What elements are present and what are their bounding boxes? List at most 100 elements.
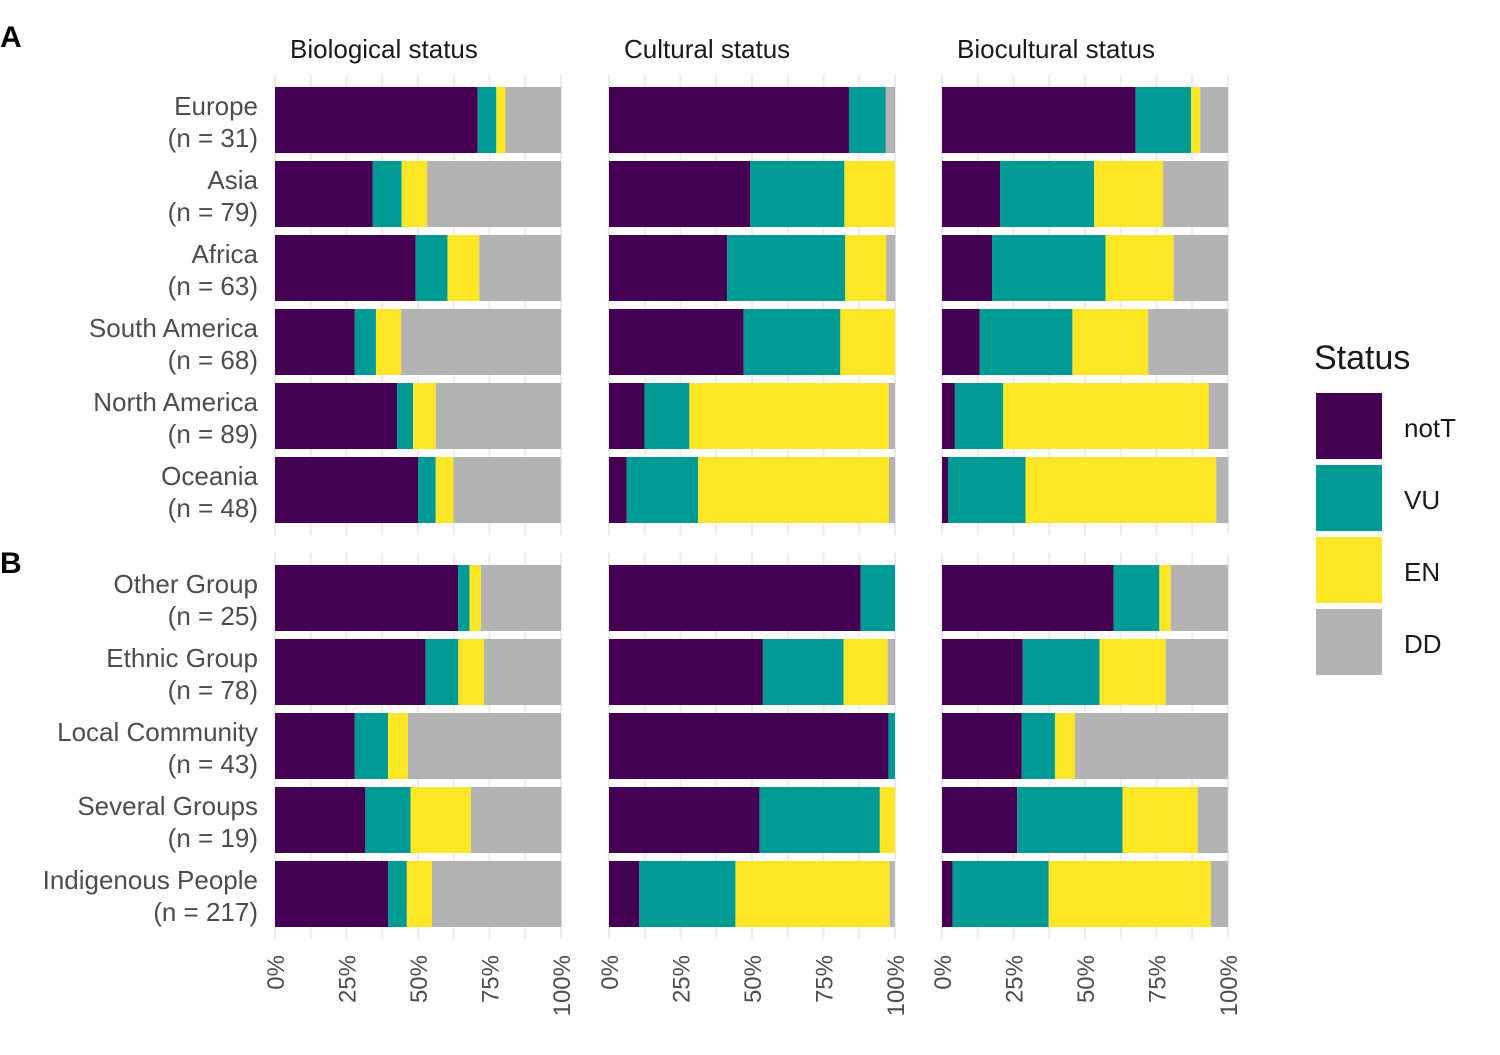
x-tick-label: 0% <box>930 955 957 990</box>
bar-segment-DD <box>888 457 895 523</box>
category-n-label: (n = 78) <box>168 675 258 705</box>
category-n-label: (n = 19) <box>168 823 258 853</box>
legend-label-VU: VU <box>1404 485 1440 515</box>
legend-label-notT: notT <box>1404 413 1456 443</box>
bar-segment-VU <box>397 383 414 449</box>
bar-segment-EN <box>401 161 428 227</box>
bar-segment-notT <box>942 309 980 375</box>
legend-swatch-notT <box>1316 393 1382 459</box>
x-tick-label: 50% <box>406 955 433 1003</box>
bar-segment-DD <box>889 861 895 927</box>
category-n-label: (n = 25) <box>168 601 258 631</box>
bar-segment-VU <box>860 565 895 631</box>
category-n-label: (n = 63) <box>168 271 258 301</box>
bar-segment-EN <box>1072 309 1149 375</box>
bar-segment-VU <box>388 861 407 927</box>
legend-label-EN: EN <box>1404 557 1440 587</box>
bar-segment-VU <box>888 713 895 779</box>
x-tick-label: 100% <box>883 955 910 1016</box>
bar-segment-notT <box>275 565 459 631</box>
bar-segment-EN <box>435 457 454 523</box>
category-label: Oceania <box>161 461 258 491</box>
bar-segment-notT <box>942 235 993 301</box>
bar-segment-EN <box>410 787 471 853</box>
x-tick-label: 25% <box>335 955 362 1003</box>
bar-segment-notT <box>942 861 953 927</box>
bar-segment-VU <box>1135 87 1192 153</box>
bar-segment-DD <box>479 235 561 301</box>
bar-segment-notT <box>942 161 1001 227</box>
bar-segment-EN <box>1191 87 1201 153</box>
x-tick-label: 75% <box>812 955 839 1003</box>
bar-segment-notT <box>942 787 1018 853</box>
category-label: Several Groups <box>77 791 258 821</box>
bar-segment-notT <box>609 787 760 853</box>
bar-segment-DD <box>1163 161 1229 227</box>
category-label: North America <box>93 387 258 417</box>
bar-segment-VU <box>750 161 845 227</box>
bar-segment-DD <box>885 87 895 153</box>
x-tick-label: 100% <box>549 955 576 1016</box>
bar-segment-VU <box>354 713 388 779</box>
bar-segment-VU <box>1022 639 1100 705</box>
category-label: South America <box>89 313 259 343</box>
bar-segment-DD <box>427 161 561 227</box>
bar-segment-EN <box>458 639 485 705</box>
bar-segment-DD <box>1197 787 1228 853</box>
category-label: Europe <box>174 91 258 121</box>
x-tick-label: 100% <box>1216 955 1243 1016</box>
bar-segment-EN <box>1122 787 1198 853</box>
bar-segment-notT <box>609 565 861 631</box>
x-tick-label: 50% <box>740 955 767 1003</box>
bar-segment-VU <box>365 787 411 853</box>
bar-segment-notT <box>275 457 418 523</box>
bar-segment-DD <box>401 309 561 375</box>
bar-segment-DD <box>480 565 561 631</box>
bar-segment-DD <box>1210 861 1228 927</box>
x-tick-label: 0% <box>597 955 624 990</box>
bar-segment-VU <box>354 309 376 375</box>
bar-segment-VU <box>848 87 886 153</box>
bar-segment-EN <box>845 235 887 301</box>
category-n-label: (n = 217) <box>153 897 258 927</box>
bar-segment-EN <box>387 713 408 779</box>
category-label: Asia <box>207 165 258 195</box>
x-tick-label: 50% <box>1073 955 1100 1003</box>
bar-segment-DD <box>432 861 562 927</box>
x-tick-label: 25% <box>669 955 696 1003</box>
legend-swatch-DD <box>1316 609 1382 675</box>
bar-segment-VU <box>458 565 470 631</box>
category-label: Local Community <box>57 717 258 747</box>
bar-segment-DD <box>888 383 895 449</box>
bar-segment-DD <box>484 639 561 705</box>
bar-segment-VU <box>759 787 880 853</box>
bar-segment-VU <box>644 383 690 449</box>
bar-segment-notT <box>275 309 355 375</box>
category-n-label: (n = 43) <box>168 749 258 779</box>
bar-segment-notT <box>609 713 889 779</box>
bar-segment-notT <box>942 565 1114 631</box>
bar-segment-DD <box>1074 713 1228 779</box>
bar-segment-VU <box>372 161 402 227</box>
bar-segment-notT <box>942 383 955 449</box>
bar-segment-EN <box>843 639 888 705</box>
legend-label-DD: DD <box>1404 629 1442 659</box>
bar-segment-notT <box>609 309 744 375</box>
bar-segment-notT <box>609 457 627 523</box>
legend-swatch-VU <box>1316 465 1382 531</box>
bar-segment-EN <box>698 457 889 523</box>
bar-segment-EN <box>1054 713 1075 779</box>
bar-segment-DD <box>1165 639 1228 705</box>
category-label: Other Group <box>113 569 258 599</box>
bar-segment-EN <box>447 235 480 301</box>
bar-segment-VU <box>425 639 459 705</box>
bar-segment-notT <box>609 861 640 927</box>
bar-segment-notT <box>942 87 1136 153</box>
bar-segment-notT <box>275 161 373 227</box>
category-n-label: (n = 31) <box>168 123 258 153</box>
bar-segment-EN <box>689 383 889 449</box>
bar-segment-DD <box>1208 383 1228 449</box>
bar-segment-notT <box>609 235 728 301</box>
